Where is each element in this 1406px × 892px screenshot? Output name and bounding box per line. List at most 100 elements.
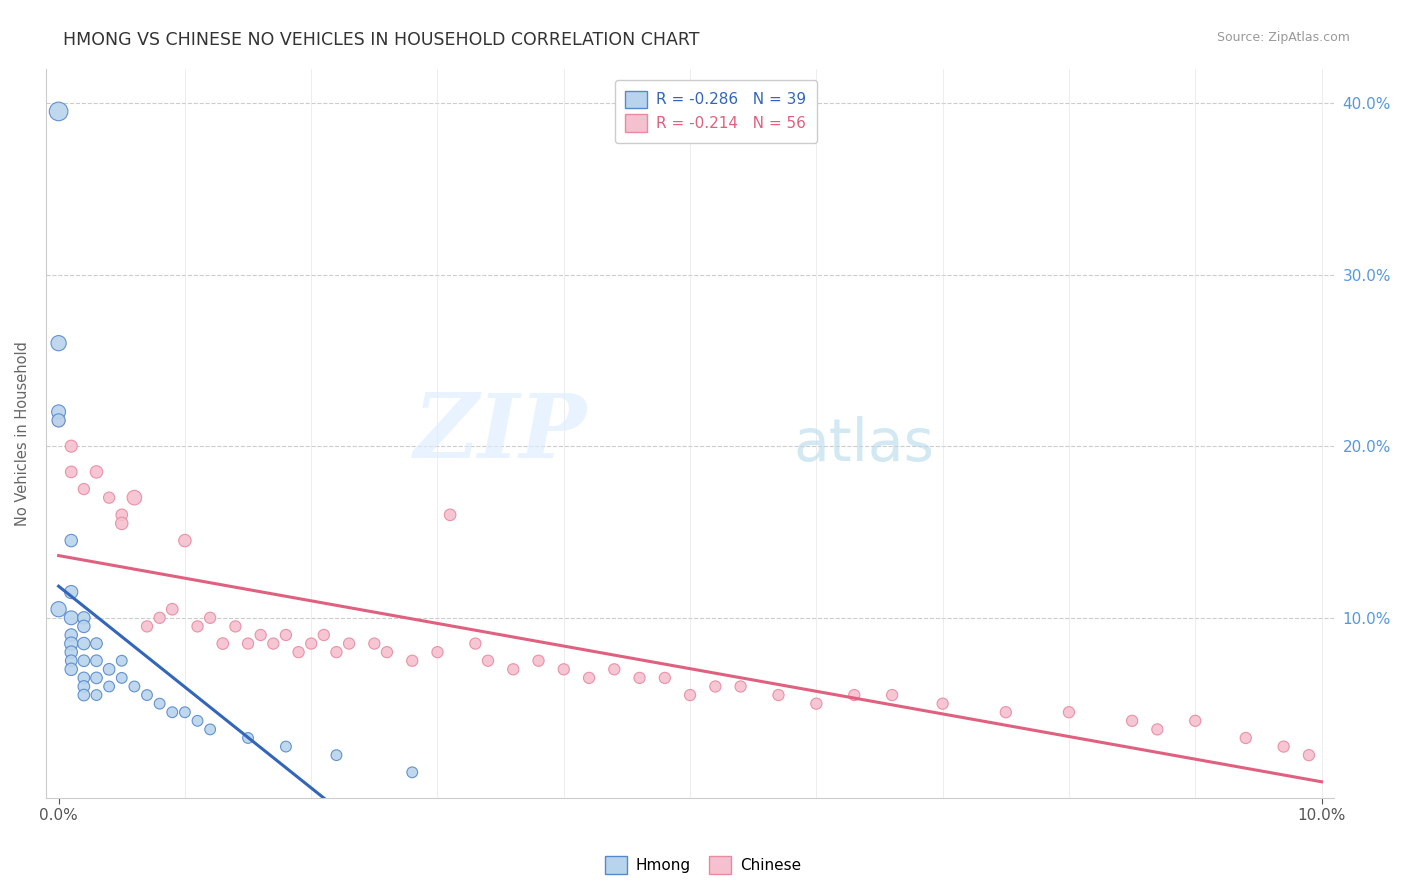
Point [375,645,398,659]
Point [1184,714,1206,728]
Point [86,688,108,702]
Point [502,662,524,676]
Point [73,671,96,685]
Point [628,671,651,685]
Point [98,491,121,505]
Point [211,636,233,650]
Point [111,654,134,668]
Point [198,723,221,737]
Point [401,654,423,668]
Point [439,508,461,522]
Point [86,654,108,668]
Point [86,465,108,479]
Legend: Hmong, Chinese: Hmong, Chinese [599,850,807,880]
Point [464,636,486,650]
Point [882,688,904,702]
Point [186,714,208,728]
Point [299,636,322,650]
Point [73,611,96,625]
Point [111,508,134,522]
Legend: R = -0.286   N = 39, R = -0.214   N = 56: R = -0.286 N = 39, R = -0.214 N = 56 [614,79,817,143]
Point [86,636,108,650]
Point [73,482,96,496]
Y-axis label: No Vehicles in Household: No Vehicles in Household [15,341,30,525]
Point [162,602,184,616]
Point [73,619,96,633]
Point [162,705,184,719]
Point [136,688,159,702]
Point [111,671,134,685]
Point [60,654,83,668]
Point [844,688,866,702]
Point [931,697,953,711]
Point [60,645,83,659]
Point [325,645,347,659]
Point [48,602,70,616]
Point [1298,748,1320,763]
Point [527,654,550,668]
Point [73,680,96,694]
Point [60,439,83,453]
Text: atlas: atlas [793,416,934,473]
Point [704,680,727,694]
Point [48,413,70,427]
Point [48,104,70,119]
Point [262,636,284,650]
Point [274,739,297,754]
Point [603,662,626,676]
Point [174,705,197,719]
Point [994,705,1017,719]
Text: HMONG VS CHINESE NO VEHICLES IN HOUSEHOLD CORRELATION CHART: HMONG VS CHINESE NO VEHICLES IN HOUSEHOL… [63,31,700,49]
Point [60,611,83,625]
Point [477,654,499,668]
Point [274,628,297,642]
Point [124,680,146,694]
Point [337,636,360,650]
Point [768,688,790,702]
Point [73,688,96,702]
Point [1234,731,1257,745]
Point [426,645,449,659]
Point [186,619,208,633]
Point [60,662,83,676]
Point [578,671,600,685]
Point [48,336,70,351]
Point [224,619,246,633]
Point [60,465,83,479]
Point [149,697,172,711]
Point [149,611,172,625]
Point [553,662,575,676]
Point [48,405,70,419]
Point [73,636,96,650]
Point [98,680,121,694]
Point [174,533,197,548]
Text: ZIP: ZIP [413,390,588,476]
Point [124,491,146,505]
Point [249,628,271,642]
Point [312,628,335,642]
Point [1272,739,1295,754]
Point [136,619,159,633]
Point [679,688,702,702]
Point [111,516,134,531]
Point [60,533,83,548]
Point [1146,723,1168,737]
Point [48,413,70,427]
Point [198,611,221,625]
Point [325,748,347,763]
Point [236,636,259,650]
Point [1057,705,1080,719]
Point [363,636,385,650]
Point [654,671,676,685]
Point [236,731,259,745]
Point [73,654,96,668]
Point [1121,714,1143,728]
Point [806,697,828,711]
Point [401,765,423,780]
Point [98,662,121,676]
Point [60,636,83,650]
Point [60,585,83,599]
Point [730,680,752,694]
Point [287,645,309,659]
Text: Source: ZipAtlas.com: Source: ZipAtlas.com [1216,31,1350,45]
